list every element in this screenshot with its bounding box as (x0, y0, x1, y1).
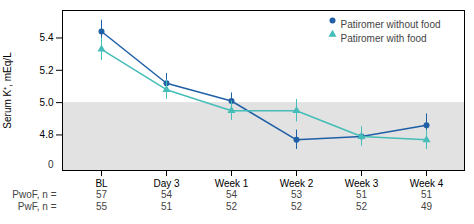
svg-text:53: 53 (291, 189, 303, 200)
svg-text:51: 51 (356, 189, 368, 200)
svg-text:51: 51 (161, 201, 173, 212)
svg-text:54: 54 (226, 189, 238, 200)
svg-text:PwoF, n =: PwoF, n = (12, 189, 56, 200)
svg-text:BL: BL (95, 178, 108, 189)
svg-text:5.4: 5.4 (40, 32, 54, 43)
svg-text:Week 4: Week 4 (410, 178, 444, 189)
svg-text:52: 52 (291, 201, 303, 212)
svg-text:PwF, n =: PwF, n = (18, 201, 57, 212)
svg-text:4.8: 4.8 (40, 129, 54, 140)
svg-text:52: 52 (356, 201, 368, 212)
svg-text:5.2: 5.2 (40, 64, 54, 75)
svg-text:Patiromer without food: Patiromer without food (341, 19, 441, 30)
svg-text:55: 55 (96, 201, 108, 212)
svg-text:51: 51 (421, 189, 433, 200)
svg-text:54: 54 (161, 189, 173, 200)
svg-text:5.0: 5.0 (40, 97, 54, 108)
svg-text:57: 57 (96, 189, 108, 200)
svg-text:Week 2: Week 2 (280, 178, 314, 189)
svg-text:Serum K⁺, mEq/L: Serum K⁺, mEq/L (2, 52, 13, 129)
svg-text:Day 3: Day 3 (153, 178, 180, 189)
svg-text:49: 49 (421, 201, 433, 212)
svg-text:Patiromer with food: Patiromer with food (341, 33, 427, 44)
svg-text:Week 3: Week 3 (345, 178, 379, 189)
svg-text:Week 1: Week 1 (215, 178, 249, 189)
svg-text:52: 52 (226, 201, 238, 212)
svg-text:0: 0 (48, 159, 54, 170)
